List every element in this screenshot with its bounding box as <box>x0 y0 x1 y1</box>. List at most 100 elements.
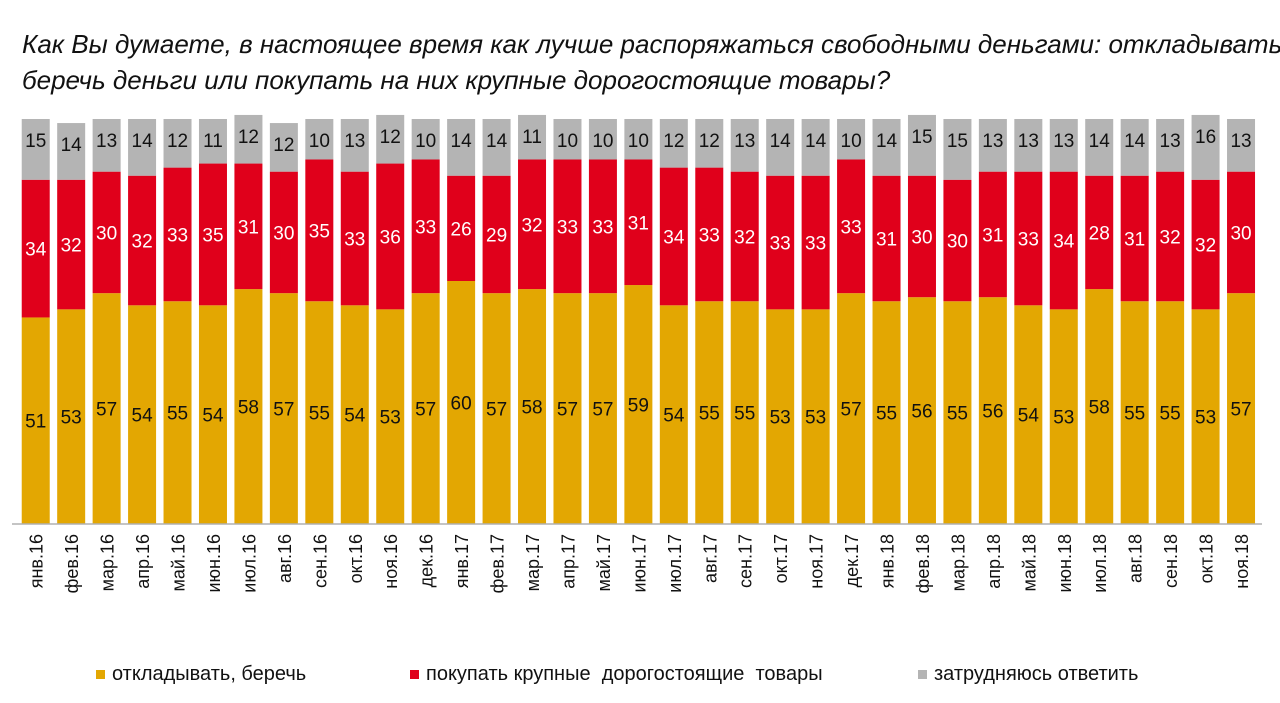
x-tick-label: мар.16 <box>98 534 118 591</box>
x-tick-label: июн.18 <box>1055 534 1075 593</box>
bar-segment-save <box>1120 301 1149 524</box>
x-tick-label: сен.16 <box>310 534 330 588</box>
bar-segment-unsure <box>57 123 86 180</box>
legend-item-save: откладывать, беречь <box>96 660 306 688</box>
data-label-unsure: 10 <box>841 131 862 152</box>
data-label-unsure: 14 <box>1124 131 1146 152</box>
data-label-save: 54 <box>663 406 685 427</box>
x-tick-label: ноя.17 <box>807 534 827 589</box>
bar-segment-unsure <box>1156 119 1185 172</box>
bar-segment-unsure <box>588 119 617 160</box>
bar-segment-buy <box>411 159 440 294</box>
x-tick-label: дек.16 <box>417 534 437 587</box>
bar-segment-buy <box>1085 175 1114 290</box>
data-label-unsure: 13 <box>1230 131 1251 152</box>
data-label-save: 57 <box>592 400 613 421</box>
bar-segment-save <box>21 317 50 524</box>
legend-swatch-buy <box>410 669 419 679</box>
data-label-unsure: 13 <box>1160 131 1181 152</box>
data-label-save: 57 <box>273 400 294 421</box>
bar-segment-buy <box>659 167 688 306</box>
data-label-unsure: 10 <box>557 131 578 152</box>
data-label-save: 54 <box>132 406 154 427</box>
data-label-unsure: 10 <box>415 131 436 152</box>
bar-segment-save <box>482 293 511 524</box>
data-label-buy: 31 <box>628 213 649 234</box>
data-label-unsure: 13 <box>96 131 117 152</box>
data-label-buy: 32 <box>132 232 153 253</box>
bar-segment-unsure <box>376 114 405 164</box>
x-tick-label: фев.16 <box>62 534 82 593</box>
bar-segment-buy <box>447 175 476 281</box>
x-tick-label: окт.18 <box>1197 534 1217 583</box>
x-tick-label: янв.17 <box>452 534 472 588</box>
data-label-buy: 35 <box>309 221 330 242</box>
bar-segment-buy <box>837 159 866 294</box>
data-label-unsure: 10 <box>628 131 649 152</box>
bar-segment-save <box>907 297 936 524</box>
data-label-buy: 33 <box>770 234 791 255</box>
bar-segment-unsure <box>269 123 298 172</box>
data-label-buy: 33 <box>805 234 826 255</box>
bar-segment-buy <box>305 159 334 302</box>
bar-segment-buy <box>376 163 405 310</box>
data-label-save: 60 <box>451 394 472 415</box>
bar-segment-save <box>801 309 830 524</box>
bar-segment-save <box>340 305 369 524</box>
bar-segment-unsure <box>1120 119 1149 176</box>
data-label-buy: 34 <box>25 240 47 261</box>
data-label-buy: 33 <box>841 217 862 238</box>
x-tick-label: янв.18 <box>878 534 898 588</box>
data-label-unsure: 13 <box>734 131 755 152</box>
data-label-buy: 33 <box>592 217 613 238</box>
bar-segment-unsure <box>907 114 936 176</box>
data-label-buy: 30 <box>911 227 932 248</box>
bar-segment-buy <box>57 179 86 310</box>
data-label-unsure: 14 <box>451 131 473 152</box>
data-label-unsure: 14 <box>132 131 154 152</box>
bar-segment-buy <box>730 171 759 302</box>
data-label-buy: 31 <box>876 229 897 250</box>
bar-segment-save <box>943 301 972 524</box>
data-label-save: 55 <box>947 404 968 425</box>
bar-segment-buy <box>624 159 653 286</box>
bar-segment-save <box>1014 305 1043 524</box>
data-label-buy: 32 <box>1160 227 1181 248</box>
bar-segment-save <box>872 301 901 524</box>
bar-segment-buy <box>1120 175 1149 302</box>
bar-segment-save <box>234 289 263 524</box>
bar-segment-save <box>837 293 866 524</box>
data-label-unsure: 13 <box>344 131 365 152</box>
x-tick-label: апр.18 <box>984 534 1004 589</box>
x-tick-label: янв.16 <box>27 534 47 588</box>
data-label-buy: 30 <box>1230 223 1251 244</box>
x-tick-label: июн.17 <box>629 534 649 593</box>
bar-segment-unsure <box>340 119 369 172</box>
legend-label-save: откладывать, беречь <box>112 662 307 685</box>
bar-segment-buy <box>978 171 1007 298</box>
data-label-save: 58 <box>521 398 542 419</box>
data-label-unsure: 13 <box>1018 131 1039 152</box>
data-label-save: 58 <box>1089 398 1110 419</box>
bar-segment-unsure <box>695 119 724 168</box>
bar-segment-buy <box>943 179 972 302</box>
x-tick-label: сен.17 <box>736 534 756 588</box>
bar-segment-unsure <box>128 119 157 176</box>
bar-segment-buy <box>1049 171 1078 310</box>
bar-segment-save <box>57 309 86 524</box>
bar-segment-unsure <box>553 119 582 160</box>
data-label-save: 57 <box>486 400 507 421</box>
bar-segment-save <box>305 301 334 524</box>
data-label-buy: 32 <box>734 227 755 248</box>
bar-segment-save <box>1156 301 1185 524</box>
data-label-unsure: 14 <box>805 131 827 152</box>
data-label-save: 57 <box>96 400 117 421</box>
data-label-save: 56 <box>982 402 1003 423</box>
bar-segment-save <box>447 281 476 524</box>
data-label-save: 57 <box>1230 400 1251 421</box>
data-label-save: 58 <box>238 398 259 419</box>
bar-segment-buy <box>128 175 157 306</box>
data-label-buy: 32 <box>1195 236 1216 257</box>
data-label-buy: 33 <box>699 225 720 246</box>
legend-item-unsure: затрудняюсь ответить <box>918 660 1138 688</box>
